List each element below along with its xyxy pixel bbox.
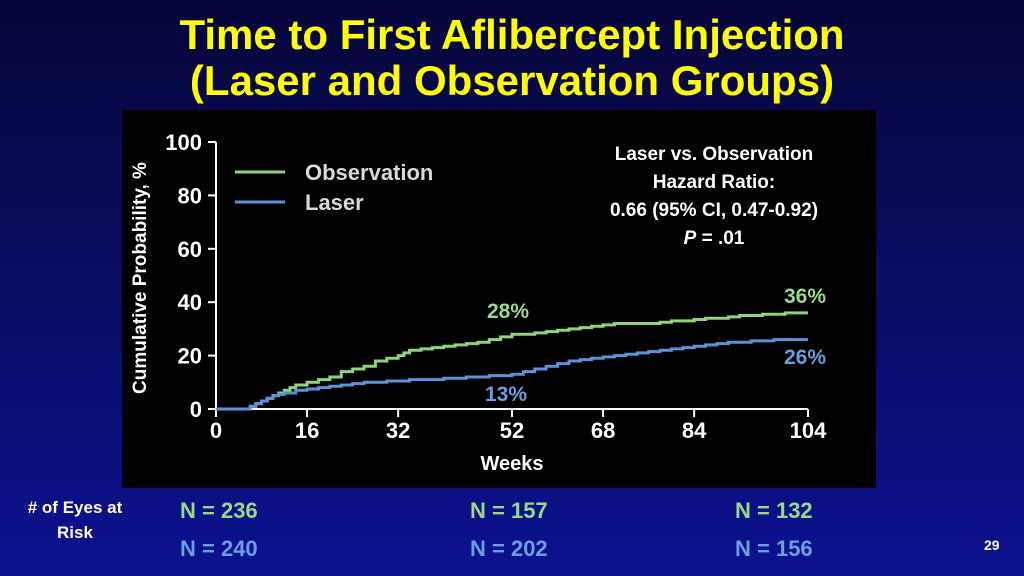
y-tick-label-60: 60 <box>178 237 202 262</box>
x-tick-label-0: 0 <box>210 418 222 443</box>
x-tick-label-84: 84 <box>682 418 707 443</box>
y-tick-label-20: 20 <box>178 344 202 369</box>
x-tick-label-16: 16 <box>295 418 319 443</box>
observation-end-label: 36% <box>784 285 827 308</box>
y-tick-label-80: 80 <box>178 183 202 208</box>
title-line-1: Time to First Aflibercept Injection <box>179 11 845 58</box>
p-label: P <box>683 228 697 249</box>
km-chart: 0 20 40 60 80 100 0 16 32 52 68 84 104 Observation Las… <box>165 130 827 443</box>
hazard-ratio-box: Laser vs. Observation Hazard Ratio: 0.66… <box>574 141 854 253</box>
series-observation-line <box>216 311 808 411</box>
x-tick-label-104: 104 <box>790 418 827 443</box>
slide-title: Time to First Aflibercept Injection (Las… <box>0 12 1024 104</box>
at-risk-observation-104: N = 132 <box>735 498 813 523</box>
y-axis-label: Cumulative Probability, % <box>130 162 151 394</box>
p-value-line: P = .01 <box>574 225 854 253</box>
y-tick-label-0: 0 <box>190 397 202 422</box>
p-value: = .01 <box>696 228 745 249</box>
eyes-at-risk-line-1: # of Eyes at <box>27 498 123 517</box>
hazard-line-1: Laser vs. Observation <box>614 144 814 165</box>
title-line-2: (Laser and Observation Groups) <box>189 57 835 104</box>
x-axis-label: Weeks <box>480 453 544 475</box>
chart-panel: 0 20 40 60 80 100 0 16 32 52 68 84 104 Observation Las… <box>122 110 876 488</box>
x-tick-label-32: 32 <box>386 418 410 443</box>
legend-label-laser: Laser <box>305 190 364 215</box>
y-tick-label-40: 40 <box>178 290 202 315</box>
eyes-at-risk-line-2: Risk <box>57 523 93 542</box>
hazard-line-2: Hazard Ratio: <box>652 172 776 193</box>
eyes-at-risk-label: # of Eyes at Risk <box>8 495 142 545</box>
at-risk-laser-0: N = 240 <box>180 536 258 561</box>
hazard-line-3: 0.66 (95% CI, 0.47-0.92) <box>609 200 819 221</box>
observation-mid-label: 28% <box>487 300 530 323</box>
page-number: 29 <box>984 537 1000 553</box>
x-tick-label-52: 52 <box>500 418 524 443</box>
laser-end-label: 26% <box>784 346 827 369</box>
at-risk-laser-104: N = 156 <box>735 536 813 561</box>
at-risk-observation-52: N = 157 <box>470 498 548 523</box>
laser-mid-label: 13% <box>485 383 528 406</box>
at-risk-observation-0: N = 236 <box>180 498 258 523</box>
at-risk-laser-52: N = 202 <box>470 536 548 561</box>
series-laser-line <box>216 338 808 411</box>
x-tick-label-68: 68 <box>591 418 615 443</box>
legend-label-observation: Observation <box>305 160 433 185</box>
y-tick-label-100: 100 <box>165 130 202 155</box>
